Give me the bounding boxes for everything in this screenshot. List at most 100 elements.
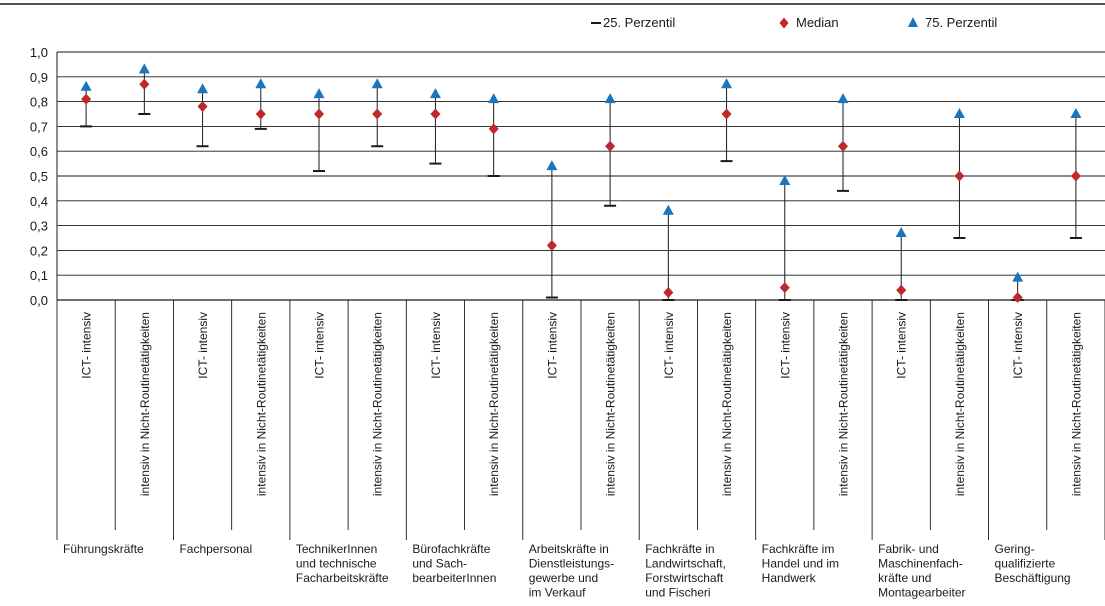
median-marker (139, 78, 150, 90)
legend-p75-marker (908, 17, 918, 27)
median-marker (721, 108, 732, 120)
gridlines (57, 51, 1105, 301)
p75-marker (662, 204, 674, 215)
p75-marker (488, 93, 500, 104)
x-group-label: Forstwirtschaft (645, 571, 724, 585)
x-group-label: gewerbe und (529, 571, 598, 585)
p75-marker (255, 78, 267, 89)
p75-marker (779, 174, 791, 185)
y-tick-label: 1,0 (30, 45, 48, 60)
p75-marker (313, 88, 325, 99)
y-tick-label: 0,1 (30, 268, 48, 283)
median-marker (896, 284, 907, 296)
p75-marker (1012, 271, 1024, 282)
x-sub-label: ICT- intensiv (1011, 312, 1025, 379)
p75-marker (604, 93, 616, 104)
y-tick-label: 0,4 (30, 194, 48, 209)
x-sub-label: intensiv in Nicht-Routinetätigkeiten (604, 312, 618, 496)
legend-median-marker (779, 17, 789, 29)
x-sub-label: ICT- intensiv (313, 312, 327, 379)
x-group-label: Landwirtschaft, (645, 557, 726, 571)
x-sub-label: ICT- intensiv (196, 312, 210, 379)
x-sub-label: ICT- intensiv (545, 312, 559, 379)
x-group-label: Dienstleistungs- (529, 557, 614, 571)
x-group-label: Montagearbeiter (878, 586, 965, 600)
x-sub-label: ICT- intensiv (778, 312, 792, 379)
x-group-label: und Sach- (412, 557, 467, 571)
x-group-label: Beschäftigung (995, 571, 1071, 585)
median-marker (197, 101, 208, 113)
x-group-label: Handwerk (762, 571, 817, 585)
x-sub-label: intensiv in Nicht-Routinetätigkeiten (487, 312, 501, 496)
x-group-label: bearbeiterInnen (412, 571, 496, 585)
y-tick-label: 0,9 (30, 70, 48, 85)
x-group-label: kräfte und (878, 571, 931, 585)
x-group-label: Handel und im (762, 557, 839, 571)
x-sub-label: intensiv in Nicht-Routinetätigkeiten (1069, 312, 1083, 496)
data-marks (80, 63, 1082, 304)
p75-marker (138, 63, 150, 74)
p75-marker (371, 78, 383, 89)
median-marker (838, 140, 848, 152)
x-group-label: Facharbeitskräfte (296, 571, 389, 585)
p75-marker (837, 93, 849, 104)
y-tick-label: 0,8 (30, 95, 48, 110)
x-group-label: Gering- (995, 542, 1035, 556)
x-sub-label: intensiv in Nicht-Routinetätigkeiten (254, 312, 268, 496)
legend-p25-label: 25. Perzentil (603, 15, 675, 30)
median-marker (1070, 170, 1081, 182)
median-marker (1012, 292, 1023, 304)
p75-marker (895, 227, 907, 238)
p75-marker (721, 78, 733, 89)
x-group-label: Bürofachkräfte (412, 542, 490, 556)
x-sub-label: intensiv in Nicht-Routinetätigkeiten (837, 312, 851, 496)
x-sub-label: intensiv in Nicht-Routinetätigkeiten (720, 312, 734, 496)
median-marker (372, 108, 383, 120)
x-sub-label: ICT- intensiv (895, 312, 909, 379)
x-sub-label: ICT- intensiv (429, 312, 443, 379)
legend-median-label: Median (796, 15, 839, 30)
y-tick-label: 0,5 (30, 169, 48, 184)
legend: 25. Perzentil Median 75. Perzentil (591, 15, 997, 30)
median-marker (779, 282, 790, 294)
x-sub-label: intensiv in Nicht-Routinetätigkeiten (371, 312, 385, 496)
p75-marker (1070, 108, 1082, 118)
y-axis: 0,0 0,1 0,2 0,3 0,4 0,5 0,6 0,7 0,8 0,9 1,0 (30, 45, 58, 308)
x-group-label: Fachkräfte im (762, 542, 835, 556)
y-tick-label: 0,7 (30, 119, 48, 134)
x-group-label: und Fischeri (645, 586, 710, 600)
x-group-label: Fachpersonal (179, 542, 252, 556)
p75-marker (197, 83, 209, 94)
y-tick-label: 0,3 (30, 219, 48, 234)
x-group-label: qualifizierte (995, 557, 1056, 571)
x-group-label: Fachkräfte in (645, 542, 714, 556)
legend-p75-label: 75. Perzentil (925, 15, 997, 30)
x-sub-label: ICT- intensiv (80, 312, 94, 379)
median-marker (546, 239, 557, 251)
y-tick-label: 0,0 (30, 293, 48, 308)
median-marker (314, 108, 324, 120)
x-group-label: Fabrik- und (878, 542, 939, 556)
p75-marker (429, 88, 441, 99)
p75-marker (953, 108, 965, 118)
x-axis: ICT- intensiv intensiv in Nicht-Routinetä… (56, 300, 1105, 600)
median-marker (430, 108, 441, 120)
median-marker (663, 287, 674, 299)
p75-marker (546, 160, 558, 171)
median-marker (81, 93, 92, 105)
median-marker (488, 123, 499, 135)
x-sub-label: intensiv in Nicht-Routinetätigkeiten (953, 312, 967, 496)
median-marker (605, 140, 616, 152)
y-tick-label: 0,2 (30, 243, 48, 258)
median-marker (255, 108, 266, 120)
median-marker (954, 170, 965, 182)
x-group-label: im Verkauf (529, 586, 586, 600)
x-group-label: Führungskräfte (63, 542, 144, 556)
x-sub-label: ICT- intensiv (662, 312, 676, 379)
x-group-label: Arbeitskräfte in (529, 542, 609, 556)
x-sub-label: intensiv in Nicht-Routinetätigkeiten (138, 312, 152, 496)
p75-marker (80, 80, 92, 91)
x-group-label: Maschinenfach- (878, 557, 963, 571)
y-tick-label: 0,6 (30, 144, 48, 159)
